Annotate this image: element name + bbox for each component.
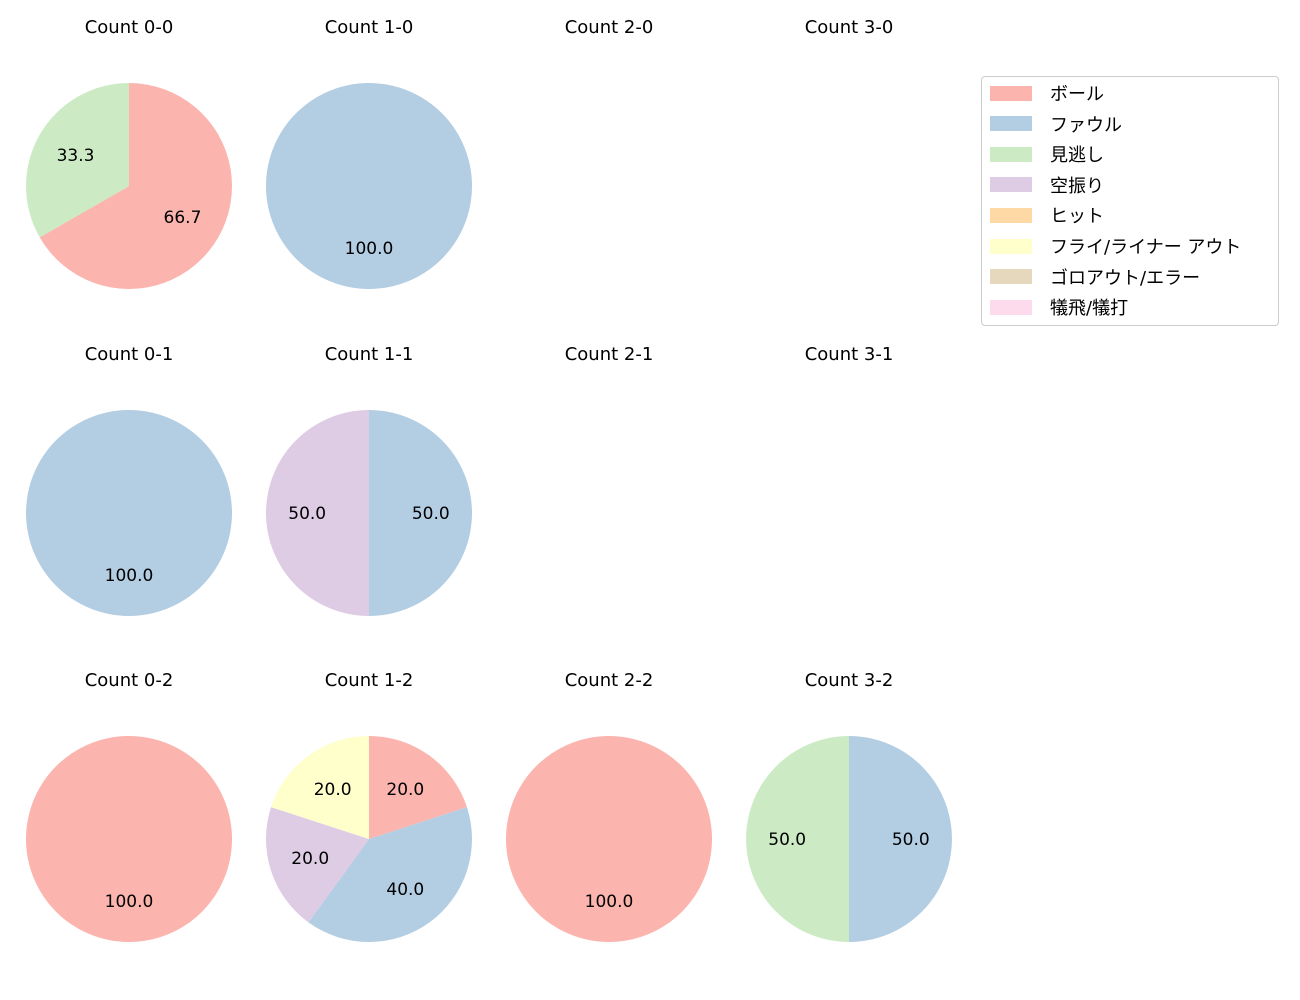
pie-chart: 66.7 33.3 <box>25 83 233 289</box>
pie-chart: 100.0 <box>506 736 712 942</box>
slice-label: 50.0 <box>768 830 806 850</box>
subplot-title: Count 1-0 <box>324 17 414 38</box>
legend-label: 見逃し <box>1050 145 1104 167</box>
pie-slice <box>308 807 473 942</box>
slice-label: 66.7 <box>164 208 202 228</box>
slice-label: 50.0 <box>892 830 930 850</box>
legend-label: ファウル <box>1050 114 1122 136</box>
legend-item: 空振り <box>990 174 1104 197</box>
pie-slice <box>369 410 472 616</box>
subplot-title: Count 1-1 <box>324 344 414 365</box>
pie-slice <box>849 736 952 942</box>
legend-swatch <box>990 238 1032 254</box>
subplot-title: Count 0-2 <box>84 670 174 691</box>
legend-swatch <box>990 146 1032 162</box>
pie-slice <box>271 736 369 839</box>
legend-item: ヒット <box>990 204 1104 228</box>
slice-label: 100.0 <box>345 239 394 259</box>
legend-item: 見逃し <box>990 143 1104 167</box>
pie-chart: 50.0 50.0 <box>266 410 472 616</box>
legend-item: ゴロアウト/エラー <box>990 266 1201 289</box>
subplot-title: Count 1-2 <box>324 670 414 691</box>
slice-label: 100.0 <box>585 892 634 912</box>
slice-label: 40.0 <box>386 880 424 900</box>
legend-item: フライ/ライナー アウト <box>990 235 1242 258</box>
pie-slice <box>746 736 849 942</box>
subplot-title: Count 0-0 <box>84 17 174 38</box>
legend-item: 犠飛/犠打 <box>990 296 1129 320</box>
subplot-title: Count 2-0 <box>564 17 654 38</box>
subplot-title: Count 3-1 <box>804 344 894 365</box>
legend-swatch <box>990 269 1032 285</box>
pie-slice <box>26 410 232 616</box>
subplot-title: Count 3-2 <box>804 670 894 691</box>
subplot-title: Count 0-1 <box>84 344 174 365</box>
legend-label: 犠飛/犠打 <box>1050 298 1129 320</box>
pie-slice <box>266 807 369 923</box>
pie-slice <box>26 736 232 942</box>
legend: ボールファウル見逃し空振りヒットフライ/ライナー アウト ゴロアウト/エラー 犠飛/… <box>981 76 1279 326</box>
pie-chart: 100.0 <box>26 410 232 616</box>
pie-chart: 50.0 50.0 <box>746 736 952 942</box>
legend-label: ヒット <box>1050 206 1104 228</box>
slice-label: 50.0 <box>412 504 450 524</box>
slice-label: 33.3 <box>57 146 95 166</box>
pie-chart: 20.0 40.0 20.0 20.0 <box>266 736 473 942</box>
pie-slice <box>369 736 467 839</box>
pie-slice <box>506 736 712 942</box>
subplot-title: Count 2-2 <box>564 670 654 691</box>
legend-swatch <box>990 207 1032 223</box>
pie-chart: 100.0 <box>266 83 472 289</box>
slice-label: 20.0 <box>314 780 352 800</box>
slice-label: 20.0 <box>291 849 329 869</box>
slice-label: 100.0 <box>105 566 154 586</box>
legend-label: ボール <box>1050 84 1104 105</box>
pie-chart: 100.0 <box>26 736 232 942</box>
legend-item: ボール <box>990 82 1104 105</box>
legend-label: 空振り <box>1050 175 1104 197</box>
legend-swatch <box>990 85 1032 101</box>
legend-label: フライ/ライナー アウト <box>1050 237 1242 258</box>
slice-label: 100.0 <box>105 892 154 912</box>
subplot-title: Count 3-0 <box>804 17 894 38</box>
legend-label: ゴロアウト/エラー <box>1050 267 1201 289</box>
pie-slice <box>266 83 472 289</box>
pie-slice <box>39 83 233 289</box>
subplot-title: Count 2-1 <box>564 344 654 365</box>
pie-slice <box>25 83 129 238</box>
pie-slice <box>266 410 369 616</box>
legend-swatch <box>990 177 1032 193</box>
legend-item: ファウル <box>990 113 1122 136</box>
slice-label: 20.0 <box>386 780 424 800</box>
legend-swatch <box>990 116 1032 132</box>
slice-label: 50.0 <box>288 504 326 524</box>
legend-swatch <box>990 299 1032 315</box>
